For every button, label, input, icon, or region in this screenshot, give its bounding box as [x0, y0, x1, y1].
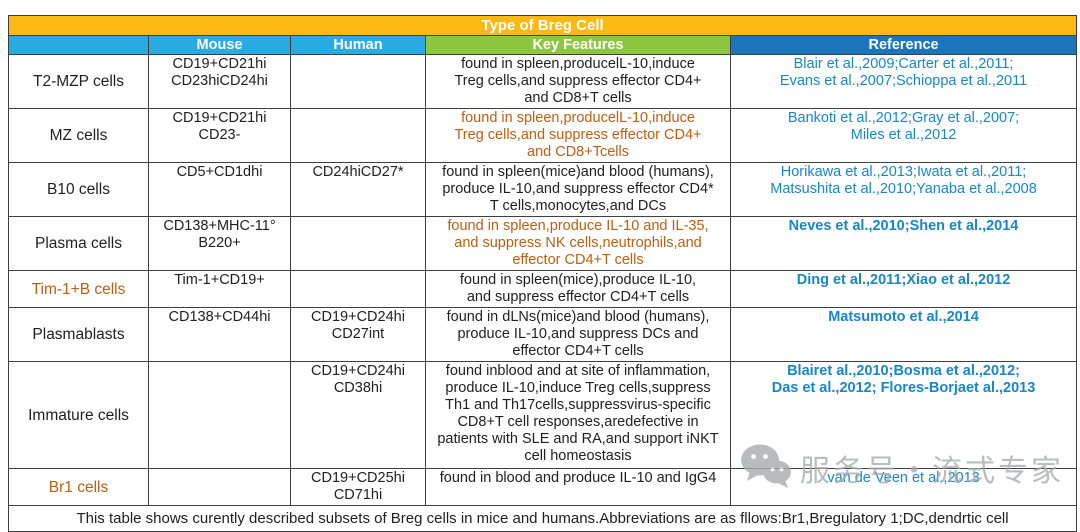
table-row: Immature cells CD19+CD24hi CD38hi found … [8, 361, 1078, 469]
column-header-human: Human [290, 35, 426, 55]
cell-human: CD19+CD25hi CD71hi [290, 468, 426, 506]
cell-reference: Neves et al.,2010;Shen et al.,2014 [729, 216, 1078, 271]
cell-label: B10 cells [8, 162, 149, 217]
cell-reference: Matsumoto et al.,2014 [729, 307, 1078, 362]
cell-features: found in blood and produce IL-10 and IgG… [425, 468, 731, 506]
watermark: 服务号・流式专家 [740, 437, 1076, 499]
cell-reference: Ding et al.,2011;Xiao et al.,2012 [729, 270, 1078, 308]
table-footnote: This table shows curently described subs… [7, 505, 1078, 532]
cell-label: Plasmablasts [8, 307, 149, 362]
cell-label: MZ cells [8, 108, 149, 163]
cell-mouse [148, 468, 291, 506]
cell-reference: Horikawa et al.,2013;Iwata et al.,2011; … [729, 162, 1078, 217]
table-title: Type of Breg Cell [7, 15, 1078, 36]
column-header-reference: Reference [729, 35, 1078, 55]
table-row: Tim-1+B cells Tim-1+CD19+ found in splee… [8, 270, 1078, 308]
wechat-icon [740, 443, 792, 494]
column-header-mouse: Mouse [148, 35, 291, 55]
cell-reference: Blairet al.,2010;Bosma et al.,2012; Das … [729, 361, 1078, 469]
cell-reference: Bankoti et al.,2012;Gray et al.,2007; Mi… [729, 108, 1078, 163]
table-row: Plasmablasts CD138+CD44hi CD19+CD24hi CD… [8, 307, 1078, 362]
breg-table: Type of Breg Cell Mouse Human Key Featur… [7, 15, 1078, 532]
cell-human [290, 108, 426, 163]
cell-human: CD24hiCD27* [290, 162, 426, 217]
column-header-type [8, 35, 149, 55]
cell-human: CD19+CD24hi CD27int [290, 307, 426, 362]
cell-human [290, 216, 426, 271]
table-row: Br1 cells CD19+CD25hi CD71hi found in bl… [8, 468, 1078, 506]
cell-features: found in spleen(mice)and blood (humans),… [425, 162, 731, 217]
cell-label: Immature cells [8, 361, 149, 469]
cell-label: T2-MZP cells [8, 54, 149, 109]
table-row: T2-MZP cells CD19+CD21hi CD23hiCD24hi fo… [8, 54, 1078, 109]
cell-reference: Blair et al.,2009;Carter et al.,2011; Ev… [729, 54, 1078, 109]
table-row: MZ cells CD19+CD21hi CD23- found in sple… [8, 108, 1078, 163]
column-header-key-features: Key Features [425, 35, 731, 55]
table-row: B10 cells CD5+CD1dhi CD24hiCD27* found i… [8, 162, 1078, 217]
cell-label: Br1 cells [8, 468, 149, 506]
cell-mouse: CD138+CD44hi [148, 307, 291, 362]
cell-features: found inblood and at site of inflammatio… [425, 361, 731, 469]
watermark-text: 服务号・流式专家 [800, 454, 1064, 489]
cell-label: Plasma cells [8, 216, 149, 271]
cell-mouse [148, 361, 291, 469]
cell-mouse: CD19+CD21hi CD23- [148, 108, 291, 163]
table-footnote-row: This table shows curently described subs… [7, 505, 1078, 532]
cell-human [290, 270, 426, 308]
page: { "colors": { "gold": "#FCB813", "cyan":… [7, 15, 1078, 532]
cell-features: found in spleen(mice),produce IL-10, and… [425, 270, 731, 308]
table-row: Plasma cells CD138+MHC-11° B220+ found i… [8, 216, 1078, 271]
cell-features: found in spleen,produce IL-10 and IL-35,… [425, 216, 731, 271]
cell-mouse: Tim-1+CD19+ [148, 270, 291, 308]
cell-human: CD19+CD24hi CD38hi [290, 361, 426, 469]
cell-mouse: CD138+MHC-11° B220+ [148, 216, 291, 271]
cell-mouse: CD5+CD1dhi [148, 162, 291, 217]
cell-mouse: CD19+CD21hi CD23hiCD24hi [148, 54, 291, 109]
cell-features: found in spleen,producelL-10,induce Treg… [425, 108, 731, 163]
cell-features: found in dLNs(mice)and blood (humans), p… [425, 307, 731, 362]
cell-features: found in spleen,producelL-10,induce Treg… [425, 54, 731, 109]
table-title-row: Type of Breg Cell [7, 15, 1078, 36]
cell-label: Tim-1+B cells [8, 270, 149, 308]
cell-human [290, 54, 426, 109]
column-header-row: Mouse Human Key Features Reference [8, 35, 1078, 55]
